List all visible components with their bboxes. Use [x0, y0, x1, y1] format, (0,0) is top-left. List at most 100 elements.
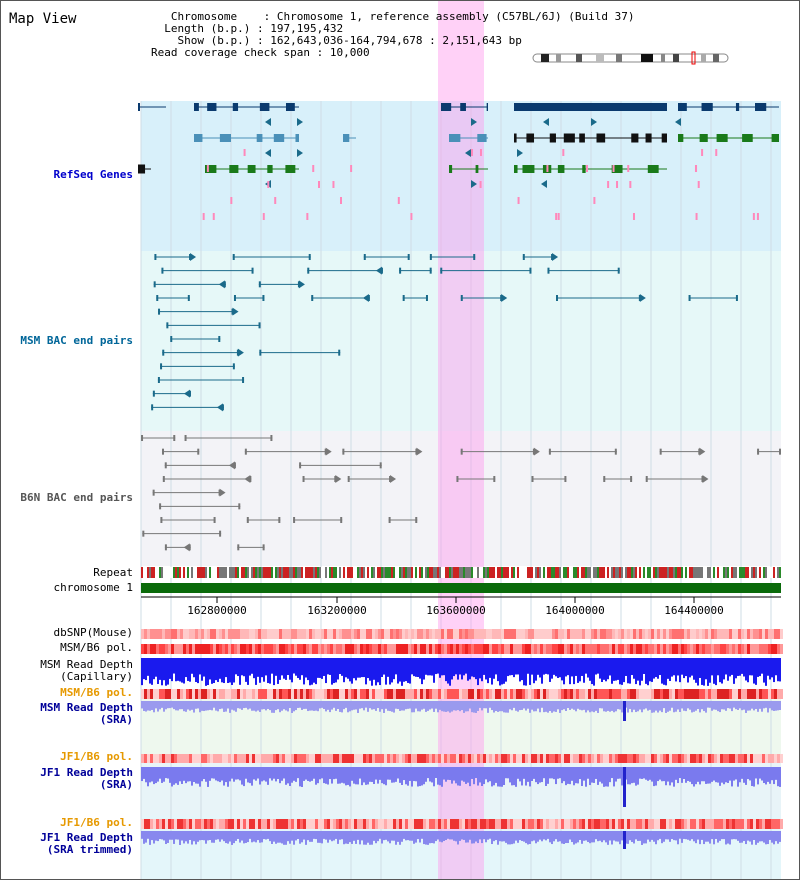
msm-sra-depth-bar — [157, 701, 159, 712]
jf1-trim-depth-bar — [437, 831, 439, 840]
msm-pol-density-cell — [561, 644, 564, 654]
dbsnp-density-cell — [213, 629, 216, 639]
repeat-segment — [637, 567, 639, 578]
repeat-segment — [265, 567, 267, 578]
msm-pol-density-cell — [357, 644, 360, 654]
msm-pol-density-cell — [267, 644, 270, 654]
msm-pol-density-cell — [723, 644, 726, 654]
dbsnp-density-cell — [243, 629, 246, 639]
b6n-bac-pair-end — [564, 476, 567, 482]
jf1-sra-depth-bar — [539, 767, 541, 783]
jf1-sra-depth-bar — [675, 767, 677, 780]
msm-pol2-density-cell — [528, 689, 531, 699]
msm-cap-depth-bar — [373, 658, 375, 680]
msm-pol2-density-cell — [228, 689, 231, 699]
jf1-trim-depth-bar — [215, 831, 217, 840]
repeat-segment — [645, 567, 647, 578]
jf1-sra-depth-bar — [349, 767, 351, 787]
jf1-pol-density-cell — [417, 754, 420, 763]
jf1-trim-depth-bar — [263, 831, 265, 840]
repeat-segment — [291, 567, 293, 578]
jf1-sra-depth-bar — [231, 767, 233, 779]
msm-cap-depth-bar — [469, 658, 471, 680]
msm-bac-pair-end — [162, 349, 165, 356]
msm-sra-depth-bar — [321, 701, 323, 708]
dbsnp-density-cell — [261, 629, 264, 639]
jf1-pol-density-cell — [264, 754, 267, 763]
dbsnp-density-cell — [618, 629, 621, 639]
msm-sra-depth-bar — [687, 701, 689, 709]
repeat-segment — [651, 567, 653, 578]
msm-pol-density-cell — [264, 644, 267, 654]
jf1-sra-depth-bar — [661, 767, 663, 782]
msm-pol2-density-cell — [744, 689, 747, 699]
jf1-trim-depth-bar — [703, 831, 705, 845]
repeat-segment — [299, 567, 301, 578]
jf1-pol2-density-cell — [405, 819, 408, 829]
dbsnp-density-cell — [576, 629, 579, 639]
jf1-pol-density-cell — [300, 754, 303, 763]
jf1-trim-depth-bar — [589, 831, 591, 844]
msm-sra-depth-bar — [289, 701, 291, 709]
jf1-trim-depth-bar — [367, 831, 369, 843]
jf1-pol2-density-cell — [312, 819, 315, 829]
msm-cap-depth-bar — [531, 658, 533, 675]
jf1-sra-depth-bar — [159, 767, 161, 779]
jf1-pol-density-cell — [642, 754, 645, 763]
jf1-pol-density-cell — [354, 754, 357, 763]
msm-cap-depth-bar — [203, 658, 205, 677]
dbsnp-density-cell — [729, 629, 732, 639]
track-label-refseq[interactable]: RefSeq Genes — [53, 168, 133, 181]
jf1-pol2-density-cell — [516, 819, 519, 829]
jf1-trim-depth-bar — [381, 831, 383, 844]
msm-pol2-density-cell — [252, 689, 255, 699]
repeat-segment — [701, 567, 703, 578]
jf1-trim-depth-bar — [655, 831, 657, 845]
track-label-b6n-bac[interactable]: B6N BAC end pairs — [20, 491, 133, 504]
msm-pol-density-cell — [339, 644, 342, 654]
repeat-segment — [703, 567, 705, 578]
refseq-minor-feature — [701, 149, 704, 156]
jf1-pol2-density-cell — [498, 819, 501, 829]
jf1-sra-depth-bar — [683, 767, 685, 779]
track-label-msm-bac[interactable]: MSM BAC end pairs — [20, 334, 133, 347]
jf1-sra-depth-bar — [367, 767, 369, 785]
refseq-minor-feature — [397, 197, 400, 204]
jf1-pol2-density-cell — [633, 819, 636, 829]
msm-pol-density-cell — [198, 644, 201, 654]
msm-sra-depth-bar — [465, 701, 467, 712]
jf1-pol2-density-cell — [345, 819, 348, 829]
dbsnp-density-cell — [648, 629, 651, 639]
dbsnp-density-cell — [528, 629, 531, 639]
dbsnp-density-cell — [192, 629, 195, 639]
dbsnp-density-cell — [318, 629, 321, 639]
msm-sra-depth-bar — [405, 701, 407, 710]
msm-cap-depth-bar — [671, 658, 673, 677]
repeat-segment — [401, 567, 403, 578]
msm-cap-depth-bar — [655, 658, 657, 678]
jf1-pol-density-cell — [438, 754, 441, 763]
dbsnp-density-cell — [384, 629, 387, 639]
jf1-pol2-density-cell — [321, 819, 324, 829]
msm-pol2-density-cell — [738, 689, 741, 699]
msm-sra-depth-bar — [609, 701, 611, 712]
jf1-sra-depth-bar — [291, 767, 293, 783]
msm-pol-density-cell — [429, 644, 432, 654]
b6n-bac-pair-end — [659, 448, 662, 455]
msm-pol-density-cell — [555, 644, 558, 654]
msm-pol-density-cell — [765, 644, 768, 654]
jf1-pol2-density-cell — [411, 819, 414, 829]
repeat-segment — [277, 567, 279, 578]
strand-arrow-icon — [237, 348, 244, 357]
jf1-pol-density-cell — [171, 754, 174, 763]
msm-sra-depth-bar — [653, 701, 655, 713]
msm-pol-density-cell — [504, 644, 507, 654]
refseq-minor-feature — [629, 181, 632, 188]
msm-pol-density-cell — [606, 644, 609, 654]
jf1-pol-density-cell — [261, 754, 264, 763]
msm-cap-depth-bar — [673, 658, 675, 676]
repeat-segment — [467, 567, 469, 578]
msm-sra-depth-bar — [723, 701, 725, 710]
jf1-sra-depth-bar — [395, 767, 397, 782]
